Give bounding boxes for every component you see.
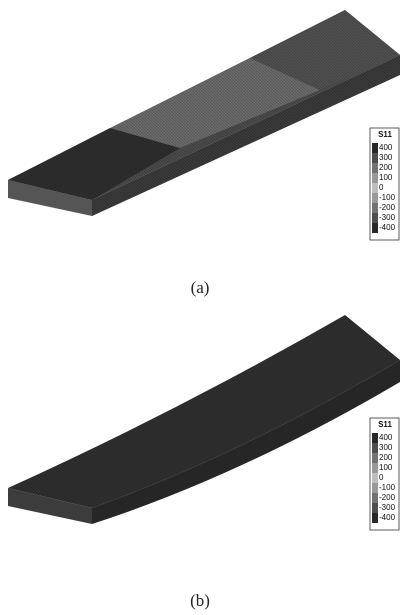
- legend-swatch: [372, 223, 378, 233]
- legend-title: S11: [378, 420, 392, 429]
- legend-swatch: [372, 143, 378, 153]
- legend-level: 400: [379, 433, 393, 442]
- legend-title: S11: [378, 130, 392, 139]
- legend-swatch: [372, 443, 378, 453]
- legend-swatch: [372, 483, 378, 493]
- legend-level: -300: [379, 503, 396, 512]
- legend-level: -200: [379, 493, 396, 502]
- legend-swatch: [372, 203, 378, 213]
- legend-swatch: [372, 173, 378, 183]
- legend-swatch: [372, 153, 378, 163]
- mesh: [8, 10, 400, 200]
- legend-level: -100: [379, 193, 396, 202]
- legend-level: -400: [379, 223, 396, 232]
- legend-level: 300: [379, 153, 393, 162]
- legend-swatch: [372, 493, 378, 503]
- legend-level: -100: [379, 483, 396, 492]
- legend-level: 400: [379, 143, 393, 152]
- legend-level: 100: [379, 173, 393, 182]
- legend-swatch: [372, 163, 378, 173]
- legend-swatch: [372, 193, 378, 203]
- legend-level: 0: [379, 183, 384, 192]
- legend-swatch: [372, 453, 378, 463]
- legend-level: -200: [379, 203, 396, 212]
- legend-swatch: [372, 503, 378, 513]
- legend-level: 0: [379, 473, 384, 482]
- legend-level: 300: [379, 443, 393, 452]
- legend-level: 200: [379, 453, 393, 462]
- legend-swatch: [372, 433, 378, 443]
- legend-swatch: [372, 513, 378, 523]
- slab-a: [8, 10, 400, 216]
- legend-swatch: [372, 183, 378, 193]
- legend-swatch: [372, 463, 378, 473]
- legend-swatch: [372, 473, 378, 483]
- legend-level: 100: [379, 463, 393, 472]
- legend-level: 200: [379, 163, 393, 172]
- legend-level: -300: [379, 213, 396, 222]
- figure: (a) (b) S114003002001000-100-200-300-400…: [0, 0, 400, 615]
- panel-label: (a): [191, 278, 210, 297]
- slab-b: [8, 315, 400, 524]
- panel-label: (b): [190, 591, 210, 610]
- legend-swatch: [372, 213, 378, 223]
- legend-level: -400: [379, 513, 396, 522]
